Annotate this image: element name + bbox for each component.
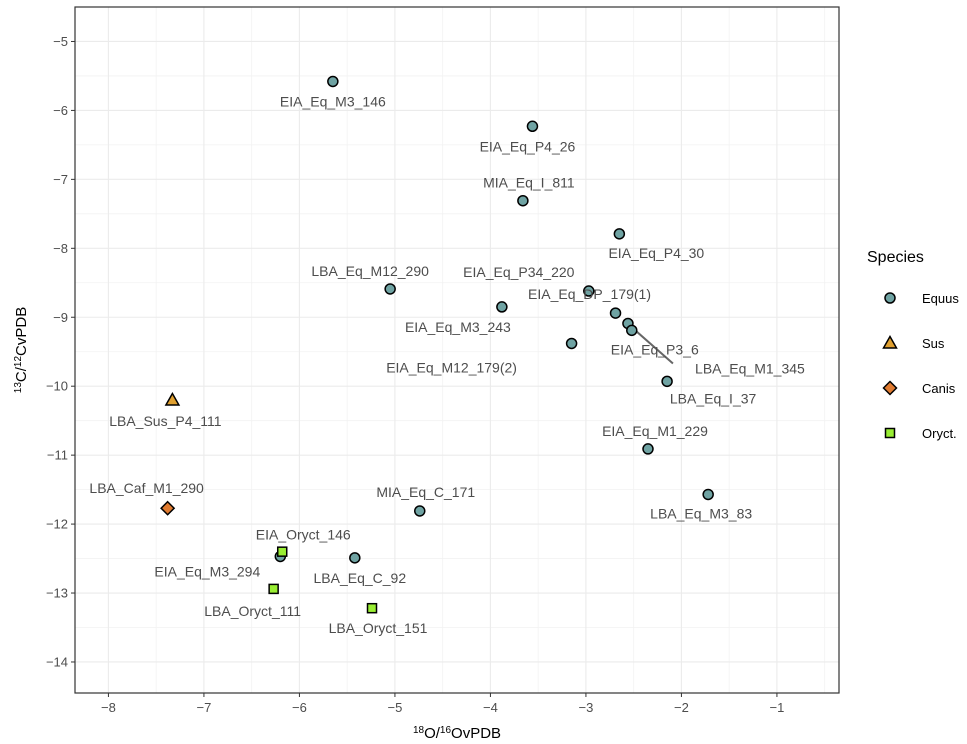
y-tick-label: −8 (53, 241, 68, 256)
point-label: LBA_Eq_M12_290 (311, 263, 429, 279)
y-tick-label: −7 (53, 172, 68, 187)
point-label: EIA_Eq_M1_229 (602, 423, 708, 439)
point-label: LBA_Oryct_151 (329, 620, 428, 636)
data-point (349, 552, 361, 564)
point-label: EIA_Eq_DP_179(1) (528, 286, 651, 302)
point-label: LBA_Eq_C_92 (313, 570, 406, 586)
point-label: EIA_Eq_M3_146 (280, 93, 386, 109)
x-axis-title-text: O/ (424, 725, 441, 742)
point-label: EIA_Eq_P3_6 (611, 341, 699, 357)
x-tick-label: −2 (674, 700, 689, 715)
x-axis-title-sup: 18 (413, 725, 425, 736)
legend-label: Oryct. (922, 426, 957, 441)
label-leader-lines (631, 326, 674, 365)
data-point (626, 324, 638, 337)
point-label: EIA_Eq_P4_30 (608, 245, 704, 261)
panel-background (75, 7, 839, 693)
data-point (366, 602, 378, 614)
x-tick-label: −7 (197, 700, 212, 715)
point-label: MIA_Eq_C_171 (376, 484, 475, 500)
x-axis-title-text2: OvPDB (451, 725, 501, 742)
point-label: LBA_Eq_I_37 (670, 390, 757, 406)
data-point (517, 194, 529, 207)
legend-label: Equus (922, 291, 959, 306)
point-label: EIA_Eq_M3_243 (405, 319, 511, 335)
legend: Species Equus Sus Canis Oryct. (867, 249, 959, 441)
data-point (661, 375, 673, 388)
legend-label: Sus (922, 336, 945, 351)
point-label: LBA_Eq_M1_345 (695, 360, 805, 376)
point-labels: EIA_Eq_M3_146 EIA_Eq_P4_26 MIA_Eq_I_811 EIA… (89, 93, 805, 636)
point-label: MIA_Eq_I_811 (483, 175, 575, 191)
x-axis-title: 18O/16OvPDB (413, 725, 501, 743)
y-tick-label: −14 (46, 654, 68, 669)
y-tick-label: −5 (53, 34, 68, 49)
x-tick-label: −6 (292, 700, 307, 715)
y-axis-title-text: C/ (13, 366, 30, 382)
data-point (565, 337, 578, 350)
y-tick-label: −13 (46, 586, 68, 601)
legend-title: Species (867, 249, 924, 266)
x-tick-label: −3 (579, 700, 594, 715)
axis-ticks: −8 −7 −6 −5 −4 −3 −2 −1 −5 −6 −7 −8 −9 −10 −11 −12 −13 −1… (46, 34, 784, 715)
legend-label: Canis (922, 381, 956, 396)
point-label: LBA_Eq_M3_83 (650, 505, 752, 521)
point-label: EIA_Eq_M3_294 (154, 563, 260, 579)
data-point (496, 301, 508, 313)
x-tick-label: −1 (770, 700, 785, 715)
panel-border (74, 6, 840, 694)
point-label: EIA_Eq_M12_179(2) (386, 359, 517, 375)
x-tick-label: −4 (483, 700, 498, 715)
data-point (609, 307, 622, 319)
point-label: EIA_Oryct_146 (256, 527, 351, 543)
data-point (526, 120, 539, 133)
legend-key-sus (882, 334, 898, 349)
x-tick-label: −5 (388, 700, 403, 715)
y-tick-label: −10 (46, 379, 68, 394)
legend-key-oryct (884, 427, 896, 439)
grid (75, 7, 839, 693)
y-axis-title-sup2: 12 (13, 356, 24, 368)
y-axis-title-text2: CvPDB (13, 307, 30, 356)
legend-key-canis (882, 380, 898, 396)
point-label: EIA_Eq_P4_26 (480, 138, 576, 154)
data-point (160, 500, 176, 516)
data-point (702, 488, 714, 501)
data-point (613, 228, 626, 240)
data-point (642, 443, 654, 455)
data-point (276, 546, 288, 557)
data-point (414, 505, 426, 517)
x-tick-label: −8 (101, 700, 116, 715)
point-label: LBA_Sus_P4_111 (109, 413, 222, 429)
data-point (583, 285, 595, 297)
x-axis-title-sup2: 16 (440, 725, 452, 736)
y-tick-label: −6 (53, 103, 68, 118)
y-tick-label: −9 (53, 310, 68, 325)
data-point (268, 583, 279, 595)
data-point (327, 75, 339, 88)
y-axis-title-sup: 13 (13, 382, 24, 394)
point-label: LBA_Caf_M1_290 (89, 480, 204, 496)
y-tick-label: −12 (46, 517, 68, 532)
leader-line (631, 326, 674, 365)
point-label: LBA_Oryct_111 (204, 603, 301, 619)
data-point (164, 391, 181, 406)
y-axis-title: 13C/12CvPDB (13, 307, 31, 393)
data-points (160, 75, 714, 614)
point-label: EIA_Eq_P34_220 (463, 264, 575, 280)
legend-key-equus (884, 292, 896, 304)
y-tick-label: −11 (47, 448, 68, 463)
data-point (384, 283, 396, 295)
